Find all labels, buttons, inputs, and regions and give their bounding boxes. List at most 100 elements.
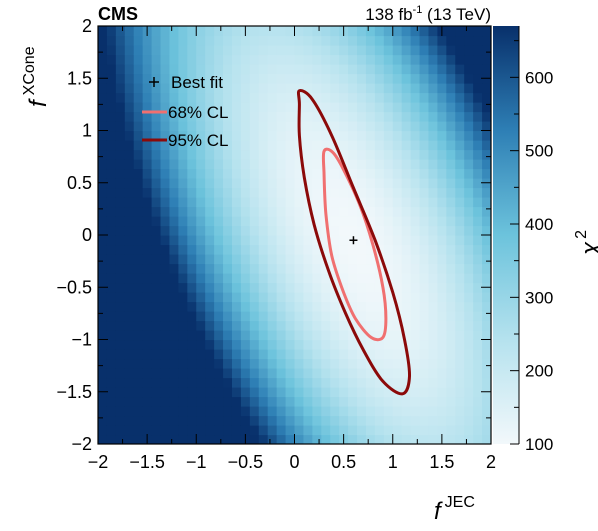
heatmap-cell [169,273,179,284]
heatmap-cell [142,140,153,151]
heatmap-cell [401,434,412,444]
heatmap-cell [258,206,269,217]
heatmap-cell [106,178,117,189]
heatmap-cell [196,73,206,84]
heatmap-cell [115,339,126,350]
heatmap-cell [187,83,197,94]
heatmap-cell [249,273,260,284]
z-tick-label: 200 [525,362,553,381]
heatmap-cell [196,26,206,37]
heatmap-cell [428,73,439,84]
heatmap-cell [455,83,465,94]
heatmap-cell [428,92,439,103]
heatmap-cell [285,396,296,407]
heatmap-cell [267,73,278,84]
heatmap-cell [348,396,358,407]
heatmap-cell [374,320,385,331]
heatmap-cell [98,140,108,151]
heatmap-cell [223,273,233,284]
heatmap-cell [365,140,376,151]
heatmap-cell [330,45,340,56]
heatmap-cell [187,140,197,151]
heatmap-cell [464,159,474,170]
heatmap-cell [276,368,287,379]
heatmap-cell [383,377,394,388]
heatmap-cell [169,292,179,303]
heatmap-cell [473,130,483,141]
heatmap-cell [106,149,117,160]
heatmap-cell [142,339,153,350]
heatmap-cell [276,225,287,236]
heatmap-cell [285,45,296,56]
heatmap-cell [312,273,322,284]
heatmap-cell [258,187,269,198]
heatmap-cell [214,254,224,265]
heatmap-cell [276,83,287,94]
heatmap-cell [187,92,197,103]
heatmap-cell [98,35,108,46]
heatmap-cell [151,225,162,236]
heatmap-cell [151,434,162,444]
heatmap-cell [106,339,117,350]
heatmap-cell [115,197,126,208]
heatmap-cell [267,216,278,227]
heatmap-cell [383,92,394,103]
heatmap-cell [258,415,269,426]
heatmap-cell [294,159,305,170]
heatmap-cell [205,434,215,444]
heatmap-cell [178,235,188,246]
heatmap-cell [142,368,153,379]
heatmap-cell [303,273,313,284]
heatmap-cell [258,26,269,37]
heatmap-cell [348,83,358,94]
heatmap-cell [446,377,456,388]
heatmap-cell [249,121,260,132]
heatmap-cell [455,320,465,331]
heatmap-cell [240,121,251,132]
heatmap-cell [223,26,233,37]
heatmap-cell [330,415,340,426]
heatmap-cell [383,140,394,151]
heatmap-cell [169,73,179,84]
heatmap-cell [151,149,162,160]
heatmap-cell [106,320,117,331]
heatmap-cell [303,425,313,436]
heatmap-cell [437,425,447,436]
heatmap-cell [214,73,224,84]
heatmap-cell [142,244,153,255]
heatmap-cell [231,301,242,312]
heatmap-cell [106,159,117,170]
heatmap-cell [348,301,358,312]
heatmap-cell [276,358,287,369]
heatmap-cell [446,35,456,46]
heatmap-cell [330,121,340,132]
heatmap-cell [196,216,206,227]
heatmap-cell [455,216,465,227]
heatmap-cell [178,35,188,46]
heatmap-cell [365,320,376,331]
heatmap-cell [473,377,483,388]
heatmap-cell [410,206,421,217]
heatmap-cell [106,263,117,274]
heatmap-cell [357,54,367,65]
heatmap-cell [330,301,340,312]
heatmap-cell [258,92,269,103]
heatmap-cell [115,216,126,227]
heatmap-cell [482,425,491,436]
heatmap-cell [437,406,447,417]
heatmap-cell [321,73,331,84]
heatmap-cell [294,311,305,322]
heatmap-cell [365,282,376,293]
heatmap-cell [196,292,206,303]
heatmap-cell [267,130,278,141]
heatmap-cell [401,263,412,274]
heatmap-cell [446,168,456,179]
heatmap-cell [428,244,439,255]
heatmap-cell [374,377,385,388]
heatmap-cell [339,92,349,103]
heatmap-cell [357,102,367,113]
heatmap-cell [267,178,278,189]
heatmap-cell [178,406,188,417]
heatmap-cell [473,35,483,46]
